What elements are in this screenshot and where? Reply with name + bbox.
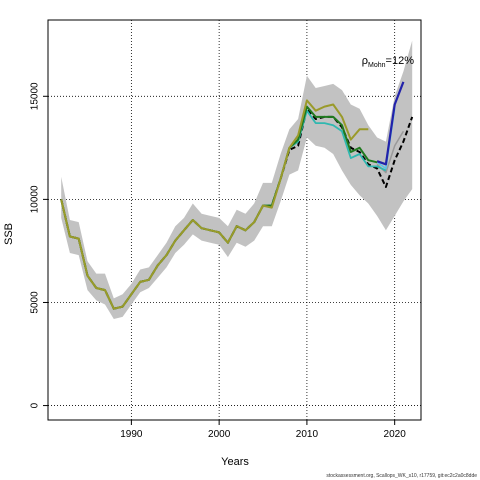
x-axis-title: Years (221, 456, 249, 468)
mohn-rho-subscript: Mohn (368, 62, 386, 69)
series-line-4 (376, 81, 405, 166)
confidence-band (61, 40, 413, 319)
mohn-rho-value: =12% (386, 55, 415, 67)
x-tick-label-2000: 2000 (208, 429, 231, 440)
x-tick-label-2010: 2010 (296, 429, 319, 440)
plot-frame (47, 19, 422, 421)
confidence-band-area (61, 40, 413, 319)
series-line-7 (60, 99, 369, 310)
y-tick-label-15000: 15000 (30, 82, 41, 110)
mohn-rho-symbol: ρ (362, 55, 368, 67)
y-axis: 0 5000 10000 15000 (30, 82, 48, 408)
y-tick-label-5000: 5000 (30, 291, 41, 314)
y-tick-label-0: 0 (30, 402, 41, 408)
x-tick-label-2020: 2020 (384, 429, 407, 440)
mohn-rho-annotation: ρMohn=12% (362, 55, 414, 69)
x-tick-label-1990: 1990 (120, 429, 143, 440)
y-axis-title: SSB (3, 223, 15, 245)
footer-source: stockassessment.org, Scallops_WK_s10, r1… (326, 473, 477, 479)
series-lines (60, 81, 414, 310)
x-axis: 1990 2000 2010 2020 (120, 420, 406, 440)
y-tick-label-10000: 10000 (30, 185, 41, 213)
